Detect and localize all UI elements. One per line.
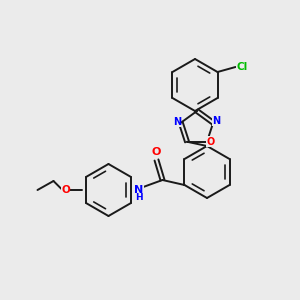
Text: N: N [173,117,181,127]
Text: N: N [212,116,220,126]
Text: O: O [152,147,161,157]
Text: Cl: Cl [237,62,248,72]
Text: H: H [135,193,142,202]
Text: N: N [134,185,143,195]
Text: O: O [207,137,215,147]
Text: O: O [61,185,70,195]
